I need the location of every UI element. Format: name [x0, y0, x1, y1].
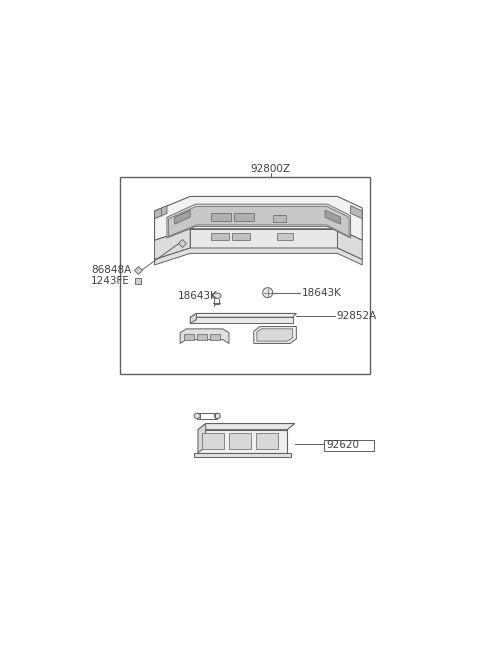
Polygon shape — [273, 215, 286, 222]
Polygon shape — [232, 233, 250, 240]
Polygon shape — [155, 206, 167, 219]
Ellipse shape — [194, 413, 200, 419]
Ellipse shape — [214, 413, 220, 419]
Polygon shape — [194, 453, 291, 457]
Polygon shape — [256, 433, 278, 449]
Polygon shape — [229, 433, 251, 449]
Polygon shape — [210, 334, 220, 341]
Polygon shape — [198, 424, 206, 453]
Polygon shape — [350, 206, 362, 219]
Polygon shape — [234, 214, 254, 221]
Polygon shape — [197, 334, 207, 341]
Ellipse shape — [212, 293, 221, 299]
Polygon shape — [257, 329, 292, 341]
Polygon shape — [198, 424, 295, 430]
Polygon shape — [175, 210, 190, 224]
Polygon shape — [190, 317, 292, 324]
Polygon shape — [254, 327, 296, 343]
Polygon shape — [325, 210, 340, 224]
Polygon shape — [184, 334, 194, 341]
Text: 1243FE: 1243FE — [91, 276, 130, 286]
Polygon shape — [190, 314, 296, 317]
Polygon shape — [198, 430, 287, 453]
Polygon shape — [211, 214, 230, 221]
Polygon shape — [190, 314, 196, 324]
Circle shape — [263, 288, 273, 297]
Polygon shape — [180, 329, 229, 343]
Polygon shape — [155, 196, 362, 240]
Polygon shape — [155, 229, 190, 259]
Polygon shape — [211, 233, 229, 240]
Text: 92800Z: 92800Z — [251, 164, 291, 174]
Text: 86848A: 86848A — [91, 265, 131, 275]
Text: 92620: 92620 — [326, 440, 360, 450]
Polygon shape — [167, 204, 350, 238]
Polygon shape — [337, 229, 362, 259]
Polygon shape — [277, 233, 292, 240]
Polygon shape — [155, 248, 362, 265]
Bar — [120, 177, 370, 373]
Text: 18643K: 18643K — [178, 291, 217, 301]
Text: 92852A: 92852A — [336, 310, 377, 321]
Bar — [324, 440, 374, 451]
Polygon shape — [190, 229, 337, 248]
Polygon shape — [202, 433, 224, 449]
Text: 18643K: 18643K — [302, 288, 342, 297]
Polygon shape — [168, 206, 349, 236]
